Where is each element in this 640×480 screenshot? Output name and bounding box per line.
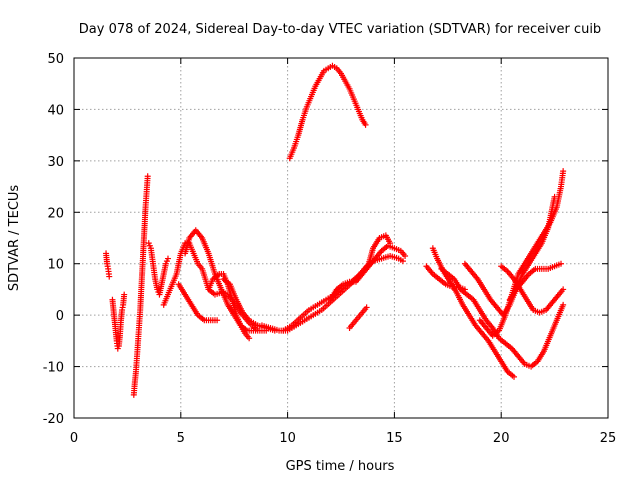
chart-title: Day 078 of 2024, Sidereal Day-to-day VTE…: [79, 22, 601, 37]
x-axis-label: GPS time / hours: [286, 459, 395, 474]
series-early-4: [145, 240, 171, 298]
x-tick-label: 5: [177, 431, 185, 446]
data-point: [362, 121, 369, 128]
series-early-3: [130, 173, 151, 398]
data-point: [106, 273, 113, 280]
grid-lines: [74, 58, 608, 418]
series-mid-hump: [327, 242, 409, 303]
series-late-7: [506, 260, 565, 303]
data-point: [164, 255, 171, 262]
y-tick-label: 0: [56, 309, 64, 324]
y-tick-label: 10: [47, 258, 64, 273]
x-tick-label: 10: [279, 431, 296, 446]
series-early-1: [103, 250, 113, 280]
data-point: [402, 253, 409, 259]
data-point: [214, 317, 221, 324]
data-point: [511, 373, 518, 380]
axis-ticks: 0 5 10 15 20 25 -20 -10 0 10 20 30 40 50: [43, 52, 617, 446]
y-tick-label: 20: [47, 206, 64, 221]
data-point: [560, 168, 567, 175]
data-point: [246, 335, 253, 342]
data-point: [252, 327, 259, 334]
data-point: [560, 286, 567, 293]
x-tick-label: 25: [600, 431, 617, 446]
data-point: [144, 173, 151, 180]
x-tick-label: 0: [70, 431, 78, 446]
data-point: [121, 291, 128, 298]
series-early-2: [109, 291, 128, 352]
series-small-rise: [346, 304, 370, 331]
y-tick-label: 30: [47, 155, 64, 170]
y-tick-label: 50: [47, 52, 64, 67]
data-point: [363, 304, 370, 311]
plot-frame: [73, 57, 609, 419]
y-tick-label: -20: [43, 412, 64, 427]
series-early-6: [175, 281, 221, 324]
y-tick-label: 40: [47, 103, 64, 118]
x-tick-label: 15: [386, 431, 403, 446]
x-tick-label: 20: [493, 431, 510, 446]
series-big-arc: [286, 62, 369, 162]
series-mid-low-2: [280, 232, 394, 334]
y-tick-label: -10: [43, 361, 64, 376]
series-arc-a: [182, 227, 259, 334]
series-late-5: [476, 168, 567, 339]
data-point: [399, 258, 406, 265]
data-points: [103, 62, 567, 398]
data-point: [558, 260, 565, 267]
series-late-3: [438, 265, 567, 370]
data-point: [560, 301, 567, 308]
y-axis-label: SDTVAR / TECUs: [7, 185, 22, 292]
